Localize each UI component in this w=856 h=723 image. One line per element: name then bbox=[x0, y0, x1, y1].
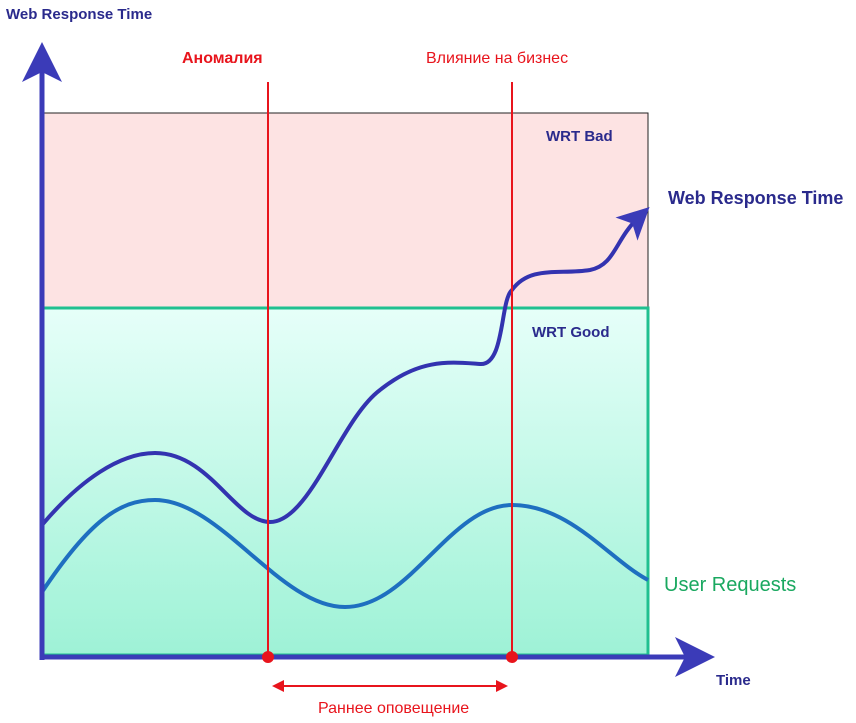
user-requests-curve bbox=[40, 497, 649, 610]
good-zone-label: WRT Good bbox=[532, 324, 610, 341]
anomaly-label: Аномалия bbox=[182, 50, 263, 67]
good-zone bbox=[40, 306, 650, 657]
anomaly-dot bbox=[262, 651, 274, 663]
impact-label: Влияние на бизнес bbox=[426, 50, 569, 67]
user-requests-label: User Requests bbox=[664, 574, 797, 596]
bad-zone-label: WRT Bad bbox=[546, 128, 613, 145]
x-axis-label: Time bbox=[716, 672, 751, 689]
y-axis-label: Web Response Time bbox=[6, 6, 153, 23]
bad-zone bbox=[41, 112, 649, 309]
response-time-label: Web Response Time bbox=[668, 188, 844, 208]
interval-label: Раннее оповещение bbox=[318, 700, 470, 717]
impact-dot bbox=[506, 651, 518, 663]
response-time-curve bbox=[40, 206, 650, 527]
